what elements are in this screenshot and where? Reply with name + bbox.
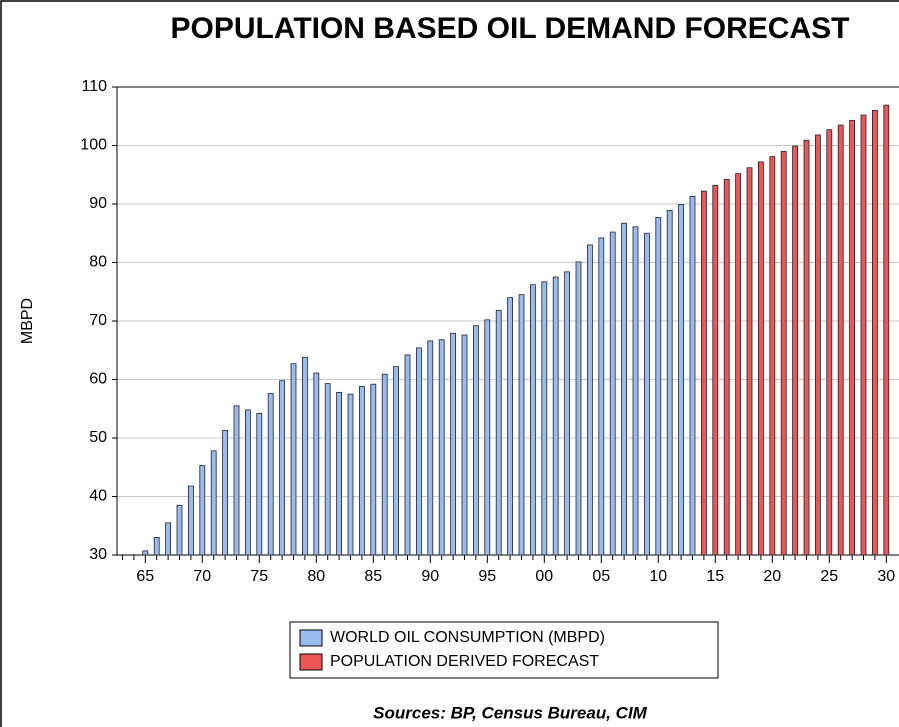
bar xyxy=(792,145,798,556)
bar xyxy=(769,156,776,556)
x-tick-label: 95 xyxy=(478,568,496,585)
bar xyxy=(461,334,468,556)
x-tick-label: 65 xyxy=(136,568,154,585)
legend-label: WORLD OIL CONSUMPTION (MBPD) xyxy=(330,629,605,646)
bar xyxy=(735,173,741,556)
source: Sources: BP, Census Bureau, CIM xyxy=(373,703,647,722)
bar xyxy=(530,284,536,556)
bar xyxy=(815,134,821,556)
y-axis-label: MBPD xyxy=(19,298,36,344)
bar xyxy=(701,190,707,556)
bar xyxy=(552,276,559,556)
bar xyxy=(883,104,890,556)
bar xyxy=(415,347,422,556)
bar xyxy=(233,405,240,556)
y-tick-label: 50 xyxy=(89,429,107,446)
bar xyxy=(404,354,411,556)
bar xyxy=(837,124,844,556)
x-tick-label: 90 xyxy=(421,568,439,585)
y-tick-label: 30 xyxy=(89,546,107,563)
bar xyxy=(723,179,730,556)
bar xyxy=(860,114,867,556)
y-tick-label: 100 xyxy=(80,137,107,154)
legend xyxy=(289,621,719,679)
bar xyxy=(336,391,343,556)
bar xyxy=(655,217,662,556)
bar xyxy=(507,297,514,556)
x-tick-label: 15 xyxy=(706,568,724,585)
bar xyxy=(313,372,320,556)
bar xyxy=(176,504,183,556)
bar xyxy=(370,383,377,556)
bar xyxy=(290,363,297,556)
legend-swatch xyxy=(299,653,323,671)
bar xyxy=(872,110,878,556)
bar xyxy=(598,237,605,556)
bar xyxy=(495,310,502,556)
bar xyxy=(587,244,593,556)
bar xyxy=(381,373,388,556)
bar xyxy=(142,550,149,556)
bar xyxy=(849,119,855,556)
bar xyxy=(244,409,251,556)
bar xyxy=(632,226,639,556)
bar xyxy=(518,294,525,556)
bar xyxy=(644,232,650,556)
x-tick-label: 00 xyxy=(535,568,553,585)
bar xyxy=(780,150,787,556)
bar xyxy=(279,380,286,556)
bar xyxy=(564,271,570,556)
bar xyxy=(324,383,331,556)
bar xyxy=(187,485,194,556)
bar xyxy=(541,281,548,556)
y-tick-label: 60 xyxy=(89,371,107,388)
x-tick-label: 75 xyxy=(250,568,268,585)
legend-label: POPULATION DERIVED FORECAST xyxy=(330,653,599,670)
x-tick-label: 05 xyxy=(592,568,610,585)
bar xyxy=(256,413,263,556)
bar xyxy=(826,129,833,556)
bar xyxy=(712,184,719,556)
bar xyxy=(222,429,229,556)
bar xyxy=(484,319,491,556)
bar xyxy=(689,195,696,556)
x-tick-label: 30 xyxy=(877,568,895,585)
x-tick-label: 80 xyxy=(307,568,325,585)
x-tick-label: 20 xyxy=(763,568,781,585)
legend-swatch xyxy=(299,629,323,647)
bar xyxy=(746,167,753,556)
bar xyxy=(267,393,274,556)
x-tick-label: 70 xyxy=(193,568,211,585)
bar xyxy=(472,325,479,556)
bar xyxy=(210,450,217,556)
bar xyxy=(803,139,810,556)
y-tick-label: 110 xyxy=(81,78,107,95)
bar xyxy=(199,465,206,556)
bar xyxy=(347,393,354,556)
y-tick-label: 80 xyxy=(89,254,107,271)
x-tick-label: 85 xyxy=(364,568,382,585)
bar xyxy=(678,204,684,556)
bar xyxy=(301,356,308,556)
x-tick-label: 10 xyxy=(649,568,667,585)
bar xyxy=(393,366,400,556)
bar xyxy=(450,332,457,556)
bar xyxy=(666,210,673,556)
bar xyxy=(575,261,582,556)
bar xyxy=(427,340,434,556)
y-tick-label: 70 xyxy=(89,312,107,329)
bar xyxy=(165,522,172,556)
bar xyxy=(358,386,365,556)
x-tick-label: 25 xyxy=(820,568,838,585)
bar xyxy=(609,231,616,556)
bar xyxy=(153,537,160,556)
chart-title: POPULATION BASED OIL DEMAND FORECAST xyxy=(171,12,850,45)
bar xyxy=(438,339,445,556)
bar xyxy=(758,161,764,556)
y-tick-label: 40 xyxy=(89,488,107,505)
y-tick-label: 90 xyxy=(89,195,107,212)
bar xyxy=(621,222,627,556)
